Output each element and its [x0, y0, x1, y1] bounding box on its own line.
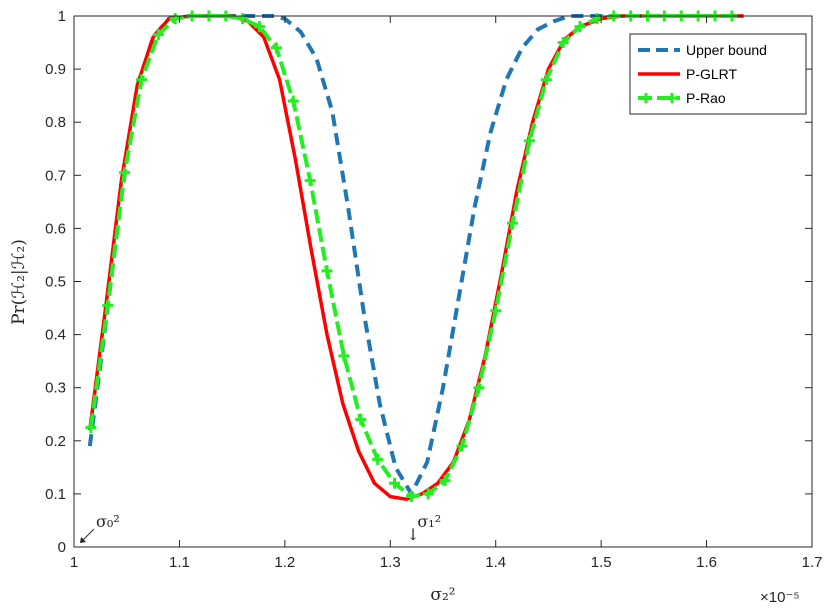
data-point [321, 265, 333, 277]
y-tick-label: 0.6 [45, 220, 66, 237]
data-point [237, 13, 249, 25]
x-axis-exponent: ×10⁻⁵ [760, 589, 800, 606]
x-tick-label: 1.3 [380, 554, 401, 571]
annotation-arrow-down: ↓ [406, 525, 419, 544]
y-tick-label: 0.1 [45, 486, 66, 503]
data-point [574, 21, 586, 33]
annotations-layer: σ₀² ↓σ₁² [80, 512, 441, 544]
data-point [540, 74, 552, 86]
y-tick-label: 0.7 [45, 167, 66, 184]
x-tick-label: 1.1 [169, 554, 190, 571]
annotation-arrowhead [80, 537, 86, 543]
legend-marker [641, 93, 651, 103]
x-tick-label: 1.7 [802, 554, 823, 571]
legend-label: P-GLRT [686, 66, 738, 82]
data-point [85, 422, 97, 434]
annotation-arrow [81, 528, 95, 542]
x-tick-label: 1.5 [591, 554, 612, 571]
y-tick-label: 0.8 [45, 114, 66, 131]
data-point [270, 42, 282, 54]
data-point [119, 167, 131, 179]
data-point [254, 21, 266, 33]
data-point [152, 29, 164, 41]
axes-layer: 1 1.1 1.2 1.3 1.4 1.5 1.6 1.7 0 0.1 0.2 0.3 0.4 0.5 0.… [45, 8, 822, 571]
data-point [287, 95, 299, 107]
legend-entry: Upper bound [638, 42, 767, 58]
data-point [405, 491, 417, 503]
data-point [591, 13, 603, 25]
data-point [304, 175, 316, 187]
y-tick-label: 0.4 [45, 327, 66, 344]
x-tick-label: 1.6 [696, 554, 717, 571]
y-tick-label: 0.9 [45, 61, 66, 78]
legend: Upper bound P-GLRT P-Rao [629, 33, 807, 115]
data-point [523, 135, 535, 147]
data-point [456, 440, 468, 452]
y-axis-label: Pr(ℋ₂|ℋ₂) [9, 239, 29, 325]
legend-entry: P-Rao [638, 90, 726, 106]
data-point [507, 217, 519, 229]
x-axis-label: σ₂² [430, 585, 455, 605]
data-point [439, 475, 451, 487]
x-tick-label: 1.4 [485, 554, 506, 571]
data-point [338, 350, 350, 362]
data-point [169, 13, 181, 25]
data-point [355, 414, 367, 426]
data-point [372, 453, 384, 465]
data-point [135, 74, 147, 86]
y-tick-label: 0.3 [45, 380, 66, 397]
data-point [389, 477, 401, 489]
y-tick-label: 0.2 [45, 433, 66, 450]
y-tick-label: 0 [58, 539, 66, 556]
legend-label: P-Rao [686, 90, 726, 106]
legend-marker [667, 93, 677, 103]
x-tick-label: 1.2 [274, 554, 295, 571]
annotation-sigma0: σ₀² [96, 512, 120, 531]
data-point [557, 37, 569, 49]
legend-entry: P-GLRT [638, 66, 738, 82]
data-point [422, 488, 434, 500]
y-tick-label: 1 [58, 8, 66, 25]
x-tick-label: 1 [70, 554, 78, 571]
data-point [102, 299, 114, 311]
data-point [490, 305, 502, 317]
annotation-sigma1: σ₁² [417, 512, 441, 531]
legend-label: Upper bound [686, 42, 767, 58]
y-tick-label: 0.5 [45, 274, 66, 291]
data-point [473, 382, 485, 394]
